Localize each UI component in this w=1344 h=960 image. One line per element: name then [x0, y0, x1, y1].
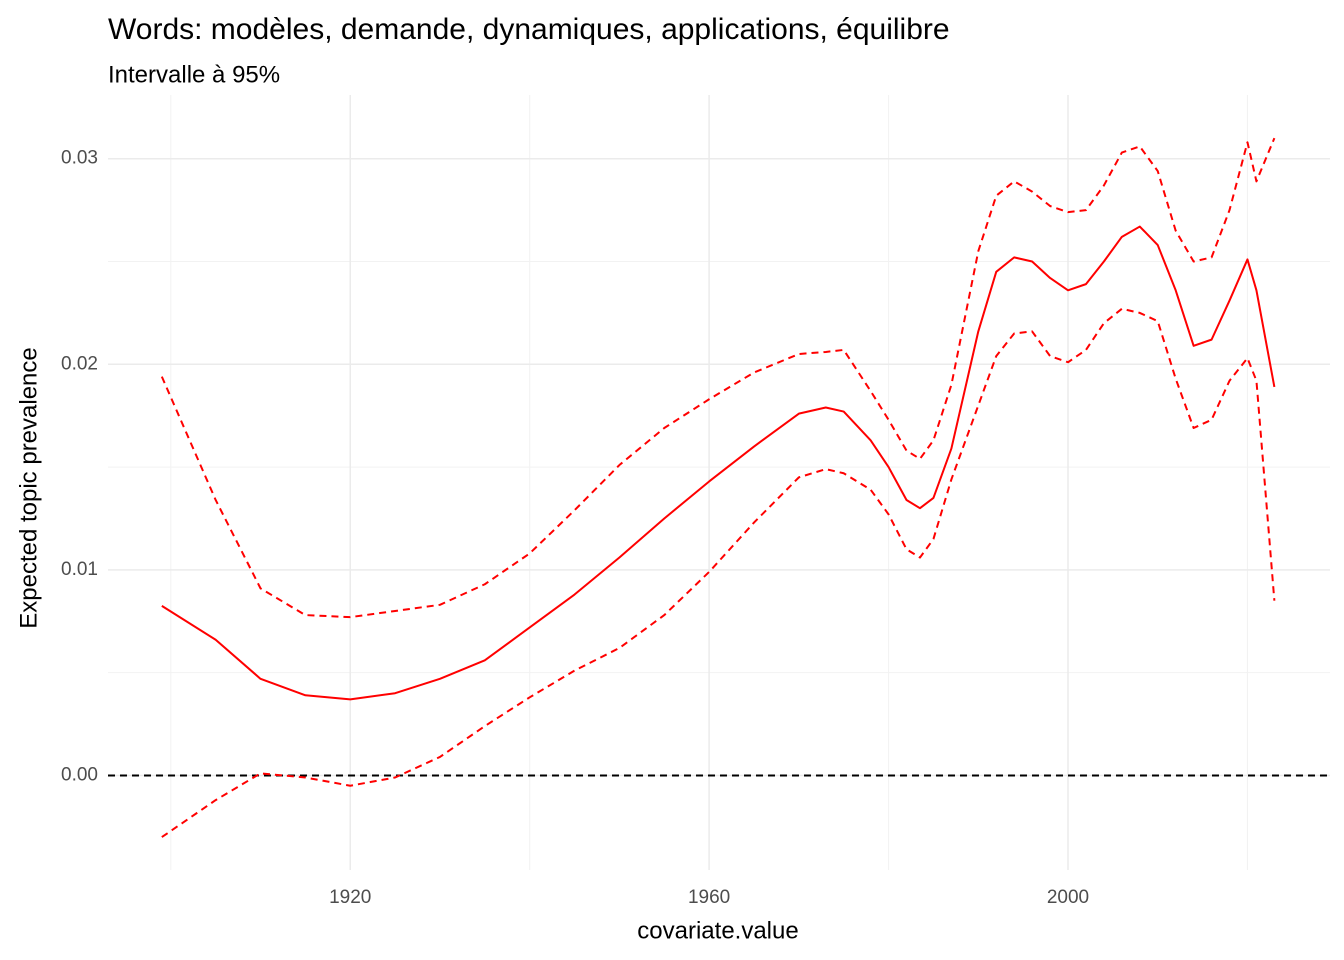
x-axis-label: covariate.value	[637, 917, 798, 944]
x-tick-label: 1920	[329, 887, 371, 908]
chart-title: Words: modèles, demande, dynamiques, app…	[108, 13, 950, 46]
x-tick-label: 2000	[1047, 887, 1089, 908]
y-axis-label: Expected topic prevalence	[15, 347, 42, 629]
series-line	[161, 225, 1276, 701]
y-tick-label: 0.00	[61, 764, 98, 785]
y-tick-label: 0.03	[61, 148, 98, 169]
y-tick-label: 0.02	[61, 353, 98, 374]
x-tick-label: 1960	[688, 887, 730, 908]
series-line	[160, 137, 1276, 619]
y-tick-label: 0.01	[61, 559, 98, 580]
chart-subtitle: Intervalle à 95%	[108, 61, 280, 88]
series-line	[161, 307, 1276, 838]
